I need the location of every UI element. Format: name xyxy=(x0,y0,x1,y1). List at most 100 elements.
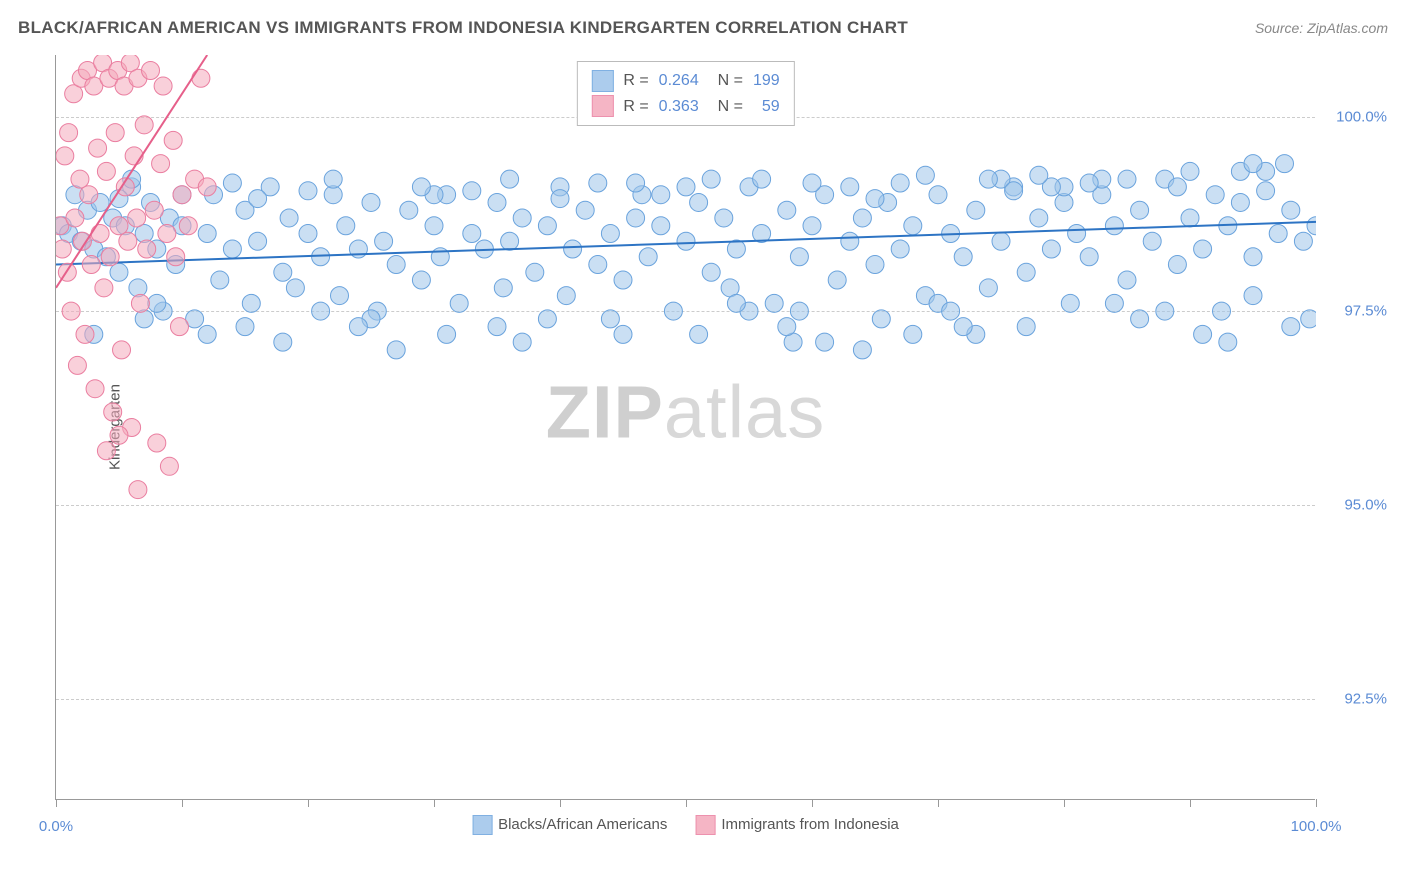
blue-point xyxy=(778,318,796,336)
blue-point xyxy=(1244,287,1262,305)
legend-r-label: R = xyxy=(623,68,648,94)
blue-point xyxy=(866,190,884,208)
blue-point xyxy=(249,190,267,208)
blue-point xyxy=(1257,182,1275,200)
pink-point xyxy=(56,147,74,165)
blue-trendline xyxy=(56,222,1316,265)
scatter-svg xyxy=(56,55,1316,800)
legend-row-blue: R = 0.264 N = 199 xyxy=(591,68,779,94)
blue-point xyxy=(916,166,934,184)
blue-point xyxy=(249,232,267,250)
blue-point xyxy=(1061,294,1079,312)
blue-point xyxy=(1269,224,1287,242)
blue-point xyxy=(1244,155,1262,173)
blue-point xyxy=(1181,209,1199,227)
x-legend-item-blue: Blacks/African Americans xyxy=(472,815,667,835)
blue-point xyxy=(513,333,531,351)
blue-point xyxy=(135,310,153,328)
legend-swatch-pink xyxy=(591,95,613,117)
pink-point xyxy=(160,457,178,475)
blue-point xyxy=(223,174,241,192)
pink-point xyxy=(80,186,98,204)
x-tick xyxy=(1316,799,1317,807)
blue-point xyxy=(551,190,569,208)
x-tick xyxy=(686,799,687,807)
x-legend-label-pink: Immigrants from Indonesia xyxy=(721,816,899,833)
pink-point xyxy=(179,217,197,235)
blue-point xyxy=(1156,302,1174,320)
blue-point xyxy=(236,318,254,336)
blue-point xyxy=(1143,232,1161,250)
blue-point xyxy=(463,182,481,200)
blue-point xyxy=(274,333,292,351)
blue-point xyxy=(702,263,720,281)
blue-point xyxy=(1005,182,1023,200)
blue-point xyxy=(589,174,607,192)
pink-point xyxy=(66,209,84,227)
blue-point xyxy=(1231,193,1249,211)
x-tick xyxy=(56,799,57,807)
blue-point xyxy=(627,174,645,192)
blue-point xyxy=(872,310,890,328)
blue-point xyxy=(614,325,632,343)
blue-point xyxy=(1168,256,1186,274)
blue-point xyxy=(639,248,657,266)
blue-point xyxy=(778,201,796,219)
blue-point xyxy=(242,294,260,312)
blue-point xyxy=(677,232,695,250)
blue-point xyxy=(715,209,733,227)
blue-point xyxy=(425,217,443,235)
blue-point xyxy=(979,279,997,297)
x-tick xyxy=(938,799,939,807)
blue-point xyxy=(589,256,607,274)
pink-point xyxy=(104,403,122,421)
blue-point xyxy=(1017,318,1035,336)
blue-point xyxy=(412,271,430,289)
pink-point xyxy=(110,217,128,235)
pink-point xyxy=(76,325,94,343)
blue-point xyxy=(954,318,972,336)
pink-point xyxy=(95,279,113,297)
pink-point xyxy=(148,434,166,452)
blue-point xyxy=(1244,248,1262,266)
pink-point xyxy=(164,131,182,149)
chart-title: BLACK/AFRICAN AMERICAN VS IMMIGRANTS FRO… xyxy=(18,18,908,38)
blue-point xyxy=(601,224,619,242)
blue-point xyxy=(803,174,821,192)
blue-point xyxy=(904,325,922,343)
legend-n-value-blue: 199 xyxy=(753,68,780,94)
pink-point xyxy=(152,155,170,173)
blue-point xyxy=(841,178,859,196)
pink-point xyxy=(192,69,210,87)
blue-point xyxy=(866,256,884,274)
blue-point xyxy=(753,170,771,188)
blue-point xyxy=(331,287,349,305)
blue-point xyxy=(1307,217,1316,235)
blue-point xyxy=(557,287,575,305)
blue-point xyxy=(1181,162,1199,180)
blue-point xyxy=(601,310,619,328)
blue-point xyxy=(1080,174,1098,192)
legend-n-value-pink: 59 xyxy=(753,94,780,120)
x-tick xyxy=(1190,799,1191,807)
blue-point xyxy=(1206,186,1224,204)
blue-point xyxy=(387,341,405,359)
pink-point xyxy=(113,341,131,359)
blue-point xyxy=(992,232,1010,250)
blue-point xyxy=(853,341,871,359)
pink-point xyxy=(82,256,100,274)
blue-point xyxy=(223,240,241,258)
blue-point xyxy=(1068,224,1086,242)
blue-point xyxy=(463,224,481,242)
correlation-legend: R = 0.264 N = 199 R = 0.363 N = 59 xyxy=(576,61,794,126)
blue-point xyxy=(1042,240,1060,258)
blue-point xyxy=(1219,333,1237,351)
blue-point xyxy=(841,232,859,250)
blue-point xyxy=(954,248,972,266)
pink-point xyxy=(145,201,163,219)
blue-point xyxy=(198,224,216,242)
pink-point xyxy=(71,170,89,188)
pink-point xyxy=(119,232,137,250)
blue-point xyxy=(979,170,997,188)
blue-point xyxy=(1131,201,1149,219)
